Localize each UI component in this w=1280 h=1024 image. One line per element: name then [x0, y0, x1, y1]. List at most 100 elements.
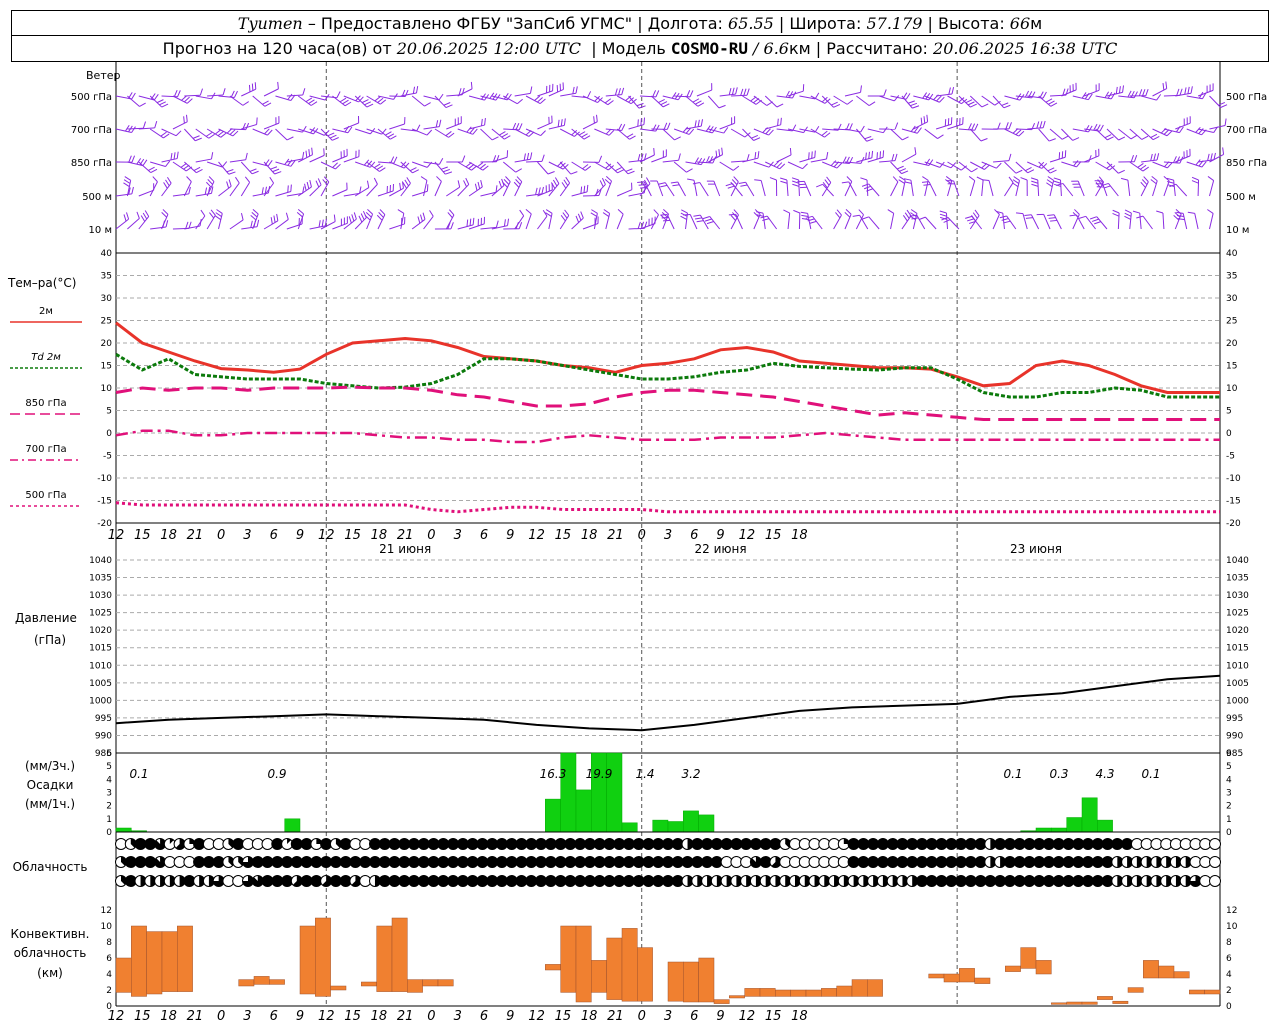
temp-tick-left: 0	[106, 429, 112, 439]
wind-barb-staff	[798, 179, 800, 197]
wind-barb-flag	[682, 126, 689, 133]
wind-barb-flag	[339, 97, 347, 103]
wind-barb-staff	[1043, 214, 1051, 230]
convective-bar	[1158, 965, 1175, 979]
wind-barb-flag	[287, 93, 293, 100]
wind-barb-flag	[538, 187, 541, 195]
wind-barb-flag	[939, 96, 945, 103]
wind-barb-staff	[571, 128, 585, 140]
wind-barb-flag	[1098, 176, 1105, 183]
wind-barb-flag	[273, 215, 276, 223]
cloud-cover-fill	[408, 875, 420, 887]
precip-bar	[621, 822, 638, 833]
wind-barb-flag	[526, 152, 530, 160]
convective-bar	[606, 937, 623, 1000]
wind-barb-flag	[779, 163, 786, 170]
wind-barb-flag	[894, 122, 899, 130]
wind-barb-staff	[138, 216, 150, 230]
wind-barb-staff	[286, 94, 303, 97]
wind-barb-staff	[776, 154, 792, 163]
wind-barb-staff	[639, 154, 655, 163]
cloud-cover-fill	[623, 856, 635, 868]
wind-barb-flag	[154, 120, 158, 128]
wind-barb-staff	[708, 128, 724, 134]
wind-barb-flag	[968, 220, 976, 224]
wind-barb-flag	[681, 209, 688, 214]
wind-barb-flag	[658, 182, 666, 185]
wind-barb-flag	[1078, 215, 1086, 219]
wind-barb-flag	[582, 164, 589, 170]
wind-barb-flag	[792, 91, 797, 99]
wind-barb-staff	[787, 128, 804, 134]
wind-barb-flag	[1218, 101, 1226, 106]
wind-barb-flag	[311, 147, 313, 155]
wind-barb-flag	[503, 93, 509, 100]
wind-barb-staff	[867, 128, 884, 134]
conv-x-tick: 18	[581, 1009, 598, 1024]
cloud-cover-fill	[867, 856, 879, 868]
wind-barb-flag	[762, 218, 770, 222]
wind-barb-flag	[1025, 167, 1032, 172]
wind-barb-flag	[480, 180, 483, 188]
wind-barb-staff	[848, 181, 857, 197]
wind-barb-flag	[1042, 91, 1047, 99]
cloud-cover-fill	[320, 838, 332, 850]
cloud-cover-fill	[506, 875, 518, 887]
wind-barb-flag	[939, 210, 947, 214]
precip-bar	[115, 827, 132, 833]
cloud-cover-fill	[398, 838, 410, 850]
wind-barb-flag	[562, 164, 569, 170]
cloud-cover-symbol	[1209, 875, 1221, 887]
cloud-cover-fill	[154, 856, 166, 868]
wind-barb-flag	[181, 95, 188, 101]
wind-barb-flag	[128, 155, 132, 163]
wind-barb-flag	[891, 154, 895, 162]
cloud-cover-fill	[775, 875, 781, 887]
wind-barb-flag	[469, 218, 472, 226]
wind-barb-flag	[507, 218, 510, 226]
wind-barb-flag	[461, 155, 466, 163]
wind-barb-flag	[1088, 125, 1093, 133]
t500-line	[115, 501, 1220, 514]
cloud-cover-fill	[516, 856, 527, 868]
wind-barb-flag	[1104, 91, 1110, 98]
wind-barb-flag	[192, 135, 200, 139]
wind-barb-staff	[730, 128, 746, 138]
wind-barb-flag	[617, 169, 625, 174]
wind-barb-flag	[898, 179, 905, 184]
wind-barb-flag	[353, 212, 357, 220]
wind-barb-flag	[1061, 135, 1069, 140]
cloud-cover-fill	[476, 875, 488, 887]
city-name: Tyumen	[237, 13, 303, 33]
wind-barb-staff	[666, 214, 675, 230]
wind-barb-staff	[1004, 161, 1017, 174]
wind-barb-staff	[992, 214, 1000, 230]
wind-barb-flag	[515, 179, 521, 185]
wind-barb-staff	[1152, 88, 1167, 97]
convective-bar	[437, 979, 454, 987]
wind-barb-flag	[693, 214, 701, 217]
wind-barb-flag	[841, 181, 849, 184]
wind-barb-flag	[419, 214, 423, 222]
precip-3h-total: 0.1	[1141, 767, 1160, 781]
wind-barb-flag	[450, 222, 454, 230]
wind-barb-flag	[310, 101, 318, 106]
wind-barb-flag	[542, 209, 548, 217]
convective-bar	[1035, 960, 1052, 975]
temp-tick-left: -5	[103, 452, 112, 462]
cloud-cover-fill	[1102, 856, 1114, 868]
wind-barb-flag	[862, 216, 869, 220]
cloud-cover-fill	[1063, 856, 1074, 868]
wind-barb-flag	[697, 157, 703, 165]
wind-barb-flag	[712, 126, 717, 134]
cloud-cover-fill	[603, 875, 615, 887]
wind-barb-staff	[411, 95, 425, 107]
conv-tick-right: 10	[1226, 922, 1238, 932]
wind-barb-staff	[412, 190, 428, 197]
wind-barb-flag	[358, 96, 364, 103]
wind-barb-staff	[981, 180, 984, 197]
wind-barb-flag	[871, 150, 874, 158]
wind-barb-flag	[594, 95, 600, 102]
conv-tick-right: 0	[1226, 1002, 1232, 1012]
wind-barb-flag	[894, 153, 898, 161]
